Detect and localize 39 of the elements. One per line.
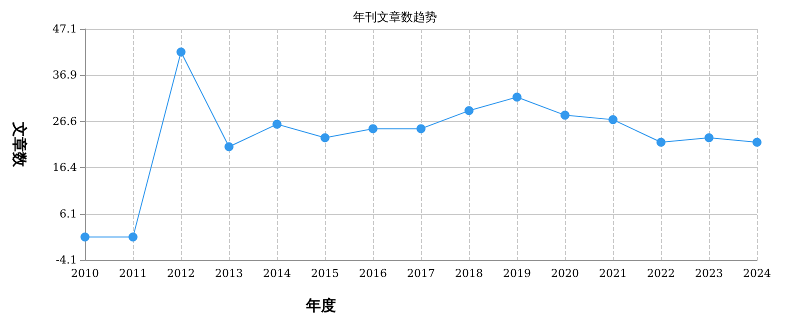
point: [224, 142, 234, 152]
x-tick-label: 2016: [359, 267, 387, 280]
point: [416, 124, 426, 134]
point: [176, 48, 186, 57]
point: [80, 232, 90, 242]
y-tick-label: -4.1: [56, 254, 77, 266]
x-tick-label: 2017: [407, 267, 435, 280]
x-tick-label: 2011: [119, 267, 147, 280]
point: [512, 92, 522, 102]
y-tick-label: 6.1: [60, 207, 77, 220]
point: [272, 120, 282, 129]
x-tick-label: 2015: [311, 267, 339, 280]
y-tick-label: 26.6: [52, 114, 77, 128]
x-axis-title: 年度: [305, 296, 336, 314]
point: [464, 106, 474, 116]
x-tick-label: 2014: [263, 267, 291, 280]
y-tick-label: 47.1: [52, 22, 77, 36]
x-tick-label: 2018: [455, 267, 483, 280]
x-tick-label: 2023: [695, 267, 723, 280]
x-tick-label: 2022: [647, 267, 675, 280]
x-tick-label: 2021: [599, 267, 627, 280]
y-axis-title: 文章数: [10, 121, 28, 168]
point: [656, 138, 666, 147]
x-tick-label: 2024: [743, 267, 771, 280]
point: [608, 115, 618, 124]
point: [368, 124, 378, 134]
y-tick-label: 16.4: [52, 161, 77, 174]
point: [752, 138, 762, 147]
x-tick-label: 2010: [71, 267, 99, 280]
y-tick-label: 36.9: [52, 68, 77, 82]
point: [704, 133, 714, 142]
x-tick-label: 2020: [551, 267, 579, 280]
chart-title: 年刊文章数趋势: [353, 10, 437, 24]
point: [320, 133, 330, 142]
point: [560, 110, 570, 120]
point: [128, 232, 138, 242]
x-tick-label: 2012: [167, 267, 195, 280]
x-tick-label: 2019: [503, 267, 531, 280]
x-tick-label: 2013: [215, 267, 243, 280]
